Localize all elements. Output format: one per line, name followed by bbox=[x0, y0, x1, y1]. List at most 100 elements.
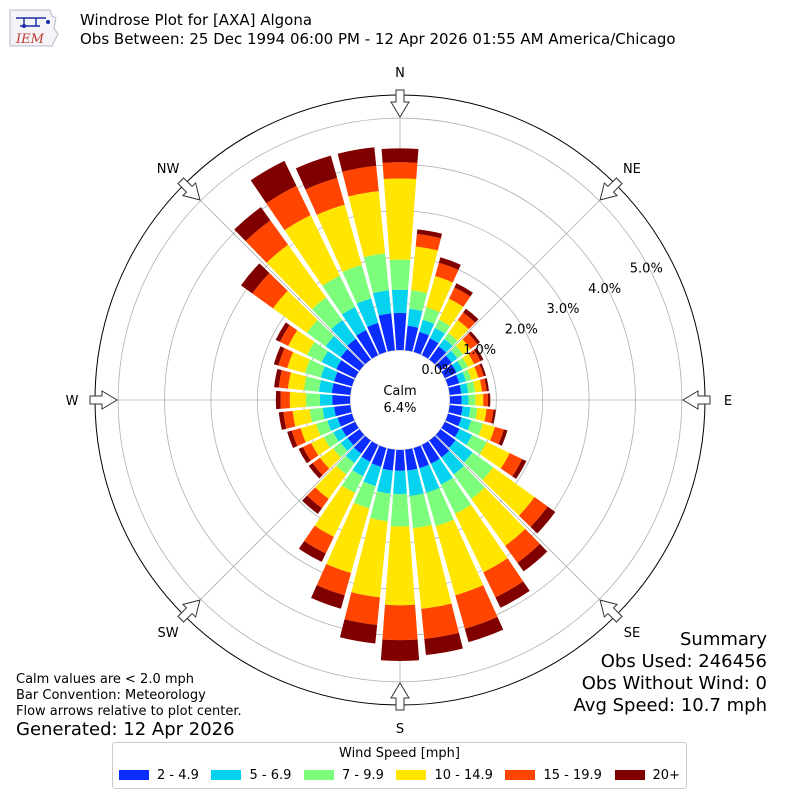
flow-arrow bbox=[682, 390, 711, 410]
windrose-bar-segment bbox=[426, 487, 454, 527]
direction-label: SE bbox=[624, 626, 640, 641]
windrose-bar-segment bbox=[305, 177, 345, 215]
windrose-bar-segment bbox=[424, 632, 463, 656]
windrose-bar-segment bbox=[342, 264, 372, 304]
windrose-bar-segment bbox=[473, 347, 484, 362]
windrose-bar-segment bbox=[429, 435, 450, 458]
windrose-bar-segment bbox=[319, 394, 333, 406]
radial-tick-label: 1.0% bbox=[463, 343, 496, 358]
windrose-bar-segment bbox=[298, 446, 311, 464]
windrose-bar-segment bbox=[455, 504, 508, 573]
legend-swatch bbox=[211, 770, 242, 780]
windrose-bar-segment bbox=[389, 259, 411, 291]
windrose-bar-segment bbox=[318, 380, 334, 394]
windrose-bar-segment bbox=[457, 312, 476, 330]
legend-swatch bbox=[505, 770, 536, 780]
windrose-bar-segment bbox=[339, 619, 378, 644]
windrose-bar-segment bbox=[462, 353, 475, 368]
windrose-bar-segment bbox=[302, 495, 322, 514]
windrose-bar-segment bbox=[380, 639, 420, 661]
windrose-bar-segment bbox=[266, 244, 327, 310]
calm-value: 6.4% bbox=[383, 401, 416, 416]
spoke-gridline bbox=[435, 435, 616, 616]
windrose-bar-segment bbox=[356, 298, 379, 327]
windrose-bar-segment bbox=[405, 325, 419, 352]
windrose-bar-segment bbox=[280, 391, 291, 409]
legend-label: 2 - 4.9 bbox=[157, 767, 199, 783]
windrose-bar-segment bbox=[468, 407, 478, 420]
windrose-bar-segment bbox=[383, 178, 417, 260]
windrose-bar-segment bbox=[482, 467, 535, 516]
legend-item: 2 - 4.9 bbox=[119, 767, 199, 783]
windrose-bar-segment bbox=[333, 442, 348, 458]
windrose-bar-segment bbox=[435, 519, 484, 596]
windrose-bar-segment bbox=[407, 308, 423, 328]
windrose-bar-segment bbox=[384, 526, 416, 606]
windrose-bar-segment bbox=[295, 155, 338, 190]
windrose-bar-segment bbox=[444, 333, 458, 346]
windrose-bar-segment bbox=[464, 616, 504, 643]
windrose-bar-segment bbox=[273, 346, 285, 366]
radial-tick-label: 3.0% bbox=[546, 302, 579, 317]
windrose-bar-segment bbox=[302, 442, 319, 461]
windrose-bar-segment bbox=[455, 585, 498, 629]
calm-note: Calm values are < 2.0 mph bbox=[16, 672, 195, 687]
windrose-bar-segment bbox=[461, 394, 469, 406]
windrose-bar-segment bbox=[312, 457, 330, 476]
windrose-bar-segment bbox=[407, 468, 424, 496]
windrose-bar-segment bbox=[327, 417, 341, 431]
windrose-bar-segment bbox=[306, 319, 335, 347]
radial-tick-label: 2.0% bbox=[505, 322, 538, 337]
windrose-bar-segment bbox=[376, 468, 393, 494]
calm-label: Calm bbox=[383, 384, 416, 399]
windrose-bar-segment bbox=[429, 346, 447, 365]
windrose-bar-segment bbox=[266, 185, 311, 231]
axis-labels: N NE E SE S SW W NW 0.0% 1.0% 2.0% 3.0% 4.0% 5.0% bbox=[66, 66, 733, 737]
legend-items: 2 - 4.9 5 - 6.9 7 - 9.9 10 - 14.9 15 - 19.9 2… bbox=[119, 767, 680, 783]
windrose-bar-segment bbox=[322, 406, 336, 420]
legend-label: 15 - 19.9 bbox=[543, 767, 602, 783]
windrose-bar-segment bbox=[448, 319, 469, 341]
windrose-bar-segment bbox=[435, 355, 452, 371]
flow-arrow bbox=[599, 177, 623, 201]
windrose-bar-segment bbox=[500, 453, 523, 477]
direction-label: NE bbox=[623, 162, 641, 177]
windrose-bar-segment bbox=[336, 455, 355, 475]
windrose-bar-segment bbox=[461, 406, 471, 418]
windrose-bar-segment bbox=[422, 307, 440, 324]
windrose-bar-segment bbox=[429, 327, 446, 344]
windrose-bar-segment bbox=[305, 359, 325, 378]
summary-title: Summary bbox=[680, 629, 767, 650]
flow-arrows-note: Flow arrows relative to plot center. bbox=[16, 704, 242, 719]
direction-label: SW bbox=[158, 626, 179, 641]
windrose-bar-segment bbox=[316, 420, 332, 436]
windrose-bar-segment bbox=[479, 378, 487, 392]
windrose-bar-segment bbox=[468, 349, 481, 365]
windrose-bar-segment bbox=[445, 350, 458, 363]
windrose-bar-segment bbox=[300, 423, 321, 443]
windrose-bar-segment bbox=[426, 276, 453, 313]
windrose-bar-segment bbox=[287, 372, 307, 391]
chart-subtitle: Obs Between: 25 Dec 1994 06:00 PM - 12 A… bbox=[80, 30, 676, 48]
windrose-bar-segment bbox=[252, 273, 288, 309]
windrose-bar-segment bbox=[505, 528, 540, 563]
windrose-bar-segment bbox=[316, 204, 362, 272]
legend-swatch bbox=[396, 770, 427, 780]
windrose-bar-segment bbox=[478, 423, 495, 441]
windrose-bar-segment bbox=[361, 441, 379, 462]
windrose-bar-segment bbox=[409, 493, 432, 529]
windrose-bar-segment bbox=[275, 390, 281, 410]
windrose-bar-segment bbox=[311, 585, 345, 609]
windrose-bar-segment bbox=[347, 338, 371, 365]
windrose-bar-segment bbox=[409, 290, 428, 312]
windrose-bar-segment bbox=[466, 434, 487, 455]
windrose-bar-segment bbox=[287, 430, 298, 449]
windrose-bar-segment bbox=[415, 234, 441, 251]
windrose-bar-segment bbox=[250, 160, 297, 204]
direction-label: E bbox=[724, 394, 732, 409]
windrose-bar-segment bbox=[322, 275, 356, 315]
windrose-bar-segment bbox=[474, 364, 484, 378]
windrose-bar-segment bbox=[370, 491, 391, 522]
windrose-bar-segment bbox=[382, 162, 418, 180]
